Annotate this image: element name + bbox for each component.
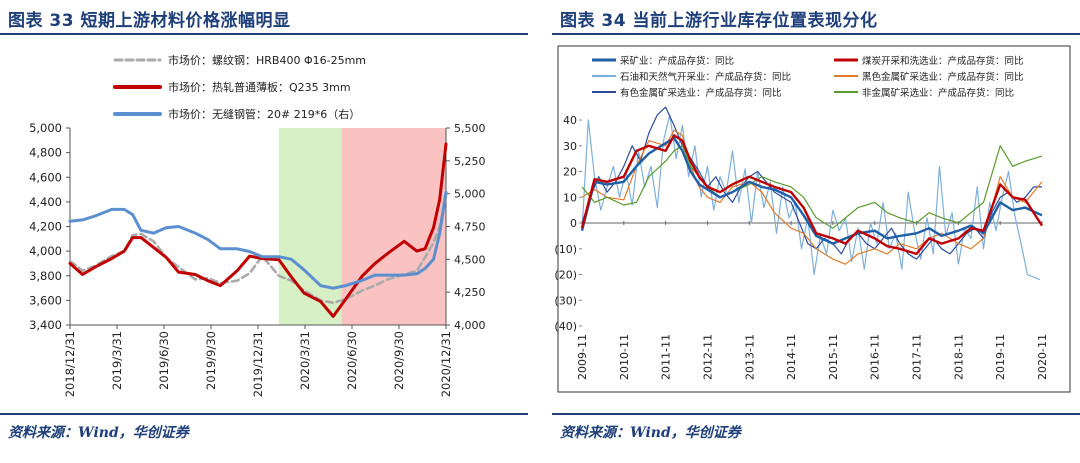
left-y-tick-label: 4,800 [29,146,62,160]
x-tick-label: 2013-11 [743,334,756,380]
series-line-3 [581,106,1042,260]
x-tick-label: 2014-11 [785,334,798,380]
legend-label-6: 非金属矿采选业：产成品存货：同比 [862,87,1014,99]
legend-label-4: 煤炭开采和洗选业：产成品存货：同比 [862,55,1024,67]
left-y-tick-label: 4,600 [29,170,62,184]
x-tick-label: 2020/6/30 [345,331,359,390]
x-tick-label: 2020-11 [1036,334,1049,380]
left-title-rule [0,33,528,35]
left-y-tick-label: 4,200 [29,220,62,234]
right-chart-title: 图表 34 当前上游行业库存位置表现分化 [560,11,878,31]
x-tick-label: 2011-11 [660,334,673,380]
series-line-1 [580,136,1043,245]
x-tick-label: 2019/12/31 [251,331,265,397]
series-line-4 [580,134,1044,256]
y-tick-label: 30 [563,140,577,153]
x-tick-label: 2020/3/31 [298,331,312,390]
y-tick-label: (20) [554,269,577,282]
legend-label-1: 采矿业：产成品存货：同比 [620,55,734,67]
legend-label-5: 黑色金属矿采选业：产成品存货：同比 [862,71,1024,83]
left-y-tick-label: 5,000 [29,121,62,135]
right-y-tick-label: 4,500 [454,253,486,266]
right-plot-frame [557,45,1071,393]
legend-label-3: 市场价：无缝钢管：20# 219*6（右） [168,107,360,121]
left-y-tick-label: 3,400 [29,318,62,332]
x-tick-label: 2019/3/31 [110,331,124,390]
series-line-3 [68,190,448,290]
legend-label-2: 石油和天然气开采业：产成品存货：同比 [620,71,791,83]
left-chart-source: 资料来源：Wind，华创证券 [8,425,189,441]
x-tick-label: 2017-11 [911,334,924,380]
right-y-tick-label: 4,000 [454,319,486,332]
left-chart-svg: 3,400 3,600 3,800 4,000 4,200 4,400 4,600 4,800… [29,53,486,397]
y-tick-label: (10) [554,243,577,256]
y-tick-label: 20 [563,166,577,179]
y-tick-label: 0 [570,217,577,230]
left-source-rule [0,413,528,415]
right-chart-panel: 图表 34 当前上游行业库存位置表现分化 (40) (30) (20) (10) 0 10… [552,0,1080,463]
x-tick-label: 2016-11 [869,334,882,380]
legend-label-2: 市场价：热轧普通薄板：Q235 3mm [168,80,351,94]
y-tick-label: (30) [554,294,577,307]
shaded-region-2 [341,128,446,325]
x-tick-label: 2018/12/31 [63,331,77,397]
x-tick-label: 2010-11 [618,334,631,380]
y-tick-label: 40 [563,114,577,127]
left-y-tick-label: 3,600 [29,293,62,307]
x-tick-label: 2020/9/30 [392,331,406,390]
right-y-tick-label: 4,750 [454,221,486,234]
series-line-2 [581,114,1041,281]
y-tick-label: 10 [563,191,577,204]
right-source-rule [552,413,1080,415]
left-chart-panel: 图表 33 短期上游材料价格涨幅明显 3,400 3,600 3,800 4,000 4… [0,0,528,463]
x-tick-label: 2019/6/30 [157,331,171,390]
legend-label-3: 有色金属矿采选业：产成品存货：同比 [620,87,782,99]
left-chart-title: 图表 33 短期上游材料价格涨幅明显 [8,11,291,31]
x-tick-label: 2020/12/31 [439,331,453,397]
x-tick-label: 2015-11 [827,334,840,380]
x-tick-label: 2009-11 [576,334,589,380]
left-y-tick-label: 4,400 [29,195,62,209]
left-y-tick-label: 4,000 [29,244,62,258]
x-tick-label: 2019-11 [994,334,1007,380]
right-chart-svg: (40) (30) (20) (10) 0 10 20 30 40 2009-11 2010-11 2… [554,45,1071,393]
right-title-rule [552,33,1080,35]
legend-label-1: 市场价：螺纹钢：HRB400 Φ16-25mm [168,53,366,67]
shaded-region-1 [278,128,342,325]
y-tick-label: (40) [554,320,577,333]
right-chart-source: 资料来源：Wind，华创证券 [560,425,741,441]
left-y-tick-label: 3,800 [29,269,62,283]
x-tick-label: 2019/9/30 [204,331,218,390]
x-tick-label: 2012-11 [701,334,714,380]
series-line-6 [581,145,1043,229]
right-y-tick-label: 5,250 [454,155,486,168]
series-line-2 [68,142,448,318]
right-y-tick-label: 5,000 [454,188,486,201]
x-tick-label: 2018-11 [952,334,965,380]
right-y-tick-label: 5,500 [454,122,486,135]
right-y-tick-label: 4,250 [454,286,486,299]
series-line-5 [581,129,1043,265]
